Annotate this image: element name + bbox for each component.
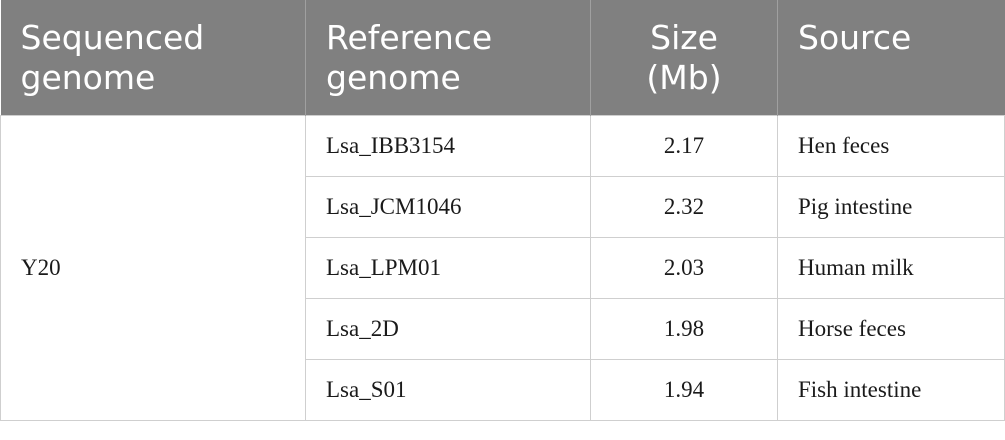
- data-table: Sequenced genome Reference genome Size (…: [0, 0, 1005, 421]
- header-cell: Reference genome: [305, 0, 591, 115]
- group-cell: Y20: [0, 114, 306, 421]
- header-text: Reference genome: [326, 18, 493, 97]
- header-cell: Sequenced genome: [0, 0, 306, 115]
- source-cell: Fish intestine: [777, 358, 1005, 421]
- header-cell: Size (Mb): [590, 0, 778, 115]
- size-cell: 1.94: [590, 358, 778, 421]
- reference-cell: Lsa_JCM1046: [305, 175, 591, 238]
- header-text: Size (Mb): [646, 18, 722, 97]
- header-text: Sequenced genome: [20, 18, 205, 97]
- source-cell: Human milk: [777, 236, 1005, 299]
- reference-cell: Lsa_2D: [305, 297, 591, 360]
- header-cell: Source: [777, 0, 1005, 115]
- table-row: Lsa_JCM1046 2.32 Pig intestine: [1, 175, 1005, 238]
- reference-cell: Lsa_IBB3154: [305, 114, 591, 177]
- source-cell: Hen feces: [777, 114, 1005, 177]
- header-text: Source: [798, 18, 912, 57]
- table-row: Y20 Lsa_IBB3154 2.17 Hen feces: [0, 114, 1005, 421]
- reference-cell: Lsa_S01: [305, 358, 591, 421]
- source-cell: Horse feces: [777, 297, 1005, 360]
- reference-cell: Lsa_LPM01: [305, 236, 591, 299]
- size-cell: 2.17: [590, 114, 778, 177]
- header-row: Sequenced genome Reference genome Size (…: [0, 0, 1005, 115]
- table-body: Y20 Lsa_IBB3154 2.17 Hen feces Lsa_JCM1046 2.…: [0, 114, 1005, 421]
- size-cell: 2.03: [590, 236, 778, 299]
- table-row: Lsa_S01 1.94 Fish intestine: [1, 358, 1005, 421]
- size-cell: 1.98: [590, 297, 778, 360]
- size-cell: 2.32: [590, 175, 778, 238]
- source-cell: Pig intestine: [777, 175, 1005, 238]
